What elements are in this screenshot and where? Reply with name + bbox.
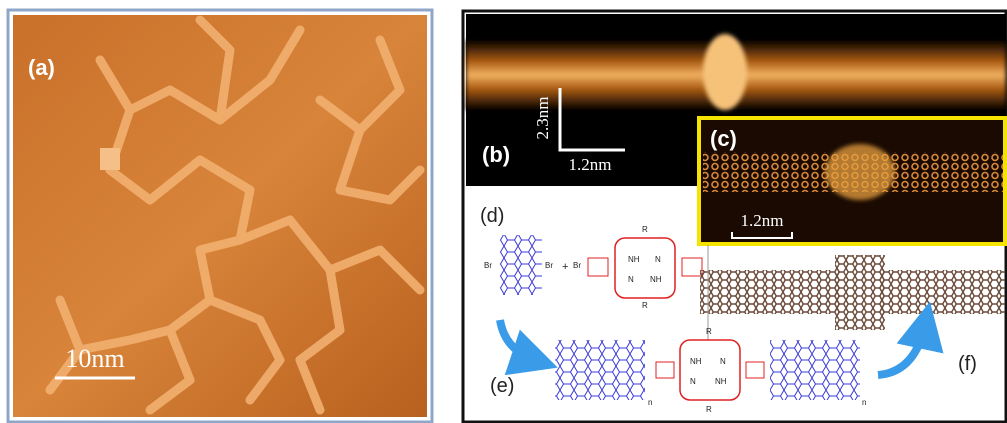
panel-label-c: (c)	[710, 126, 737, 151]
panel-label-b: (b)	[482, 142, 510, 167]
atom-r: R	[642, 225, 648, 234]
atom-n: N	[690, 377, 696, 386]
atom-nh: NH	[715, 377, 727, 386]
atom-nh: NH	[628, 255, 640, 264]
scale-label-b-horizontal: 1.2nm	[569, 155, 612, 174]
repeat-n: n	[648, 398, 652, 407]
panel-c: 1.2nm (c)	[699, 118, 1005, 244]
scale-label-b-vertical: 2.3nm	[533, 97, 552, 140]
plus: +	[562, 261, 568, 273]
atom-nh: NH	[690, 357, 702, 366]
repeat-n: n	[862, 398, 866, 407]
polymer-left	[555, 340, 645, 400]
polymer-right	[770, 340, 860, 400]
junction	[703, 34, 747, 110]
scale-label-c: 1.2nm	[741, 211, 784, 230]
panel-label-e: (e)	[490, 375, 514, 397]
panel-label-a: (a)	[28, 55, 55, 80]
atom-n: N	[628, 275, 634, 284]
graphene-ribbon	[700, 270, 840, 314]
bianthryl	[500, 235, 542, 295]
figure: 10nm (a) 2.3nm 1.2nm (b) 1.2nm (c) (d) B…	[0, 0, 1007, 423]
graphene-junction	[835, 255, 885, 330]
atom-br: Br	[545, 261, 553, 270]
panel-a: 10nm (a)	[8, 10, 432, 422]
panel-label-d: (d)	[480, 205, 504, 227]
junction-c	[825, 144, 895, 200]
atom-br: Br	[484, 261, 492, 270]
bright-feature	[100, 148, 120, 170]
panel-label-f: (f)	[958, 353, 977, 375]
atom-r: R	[706, 327, 712, 336]
atom-r: R	[642, 301, 648, 310]
atom-n: N	[655, 255, 661, 264]
scale-label-a: 10nm	[65, 344, 124, 373]
graphene-ribbon	[880, 270, 1005, 314]
atom-r: R	[706, 405, 712, 414]
atom-n: N	[720, 357, 726, 366]
atom-nh: NH	[650, 275, 662, 284]
atom-br: Br	[573, 261, 581, 270]
page: 10nm (a) 2.3nm 1.2nm (b) 1.2nm (c) (d) B…	[0, 0, 1007, 423]
